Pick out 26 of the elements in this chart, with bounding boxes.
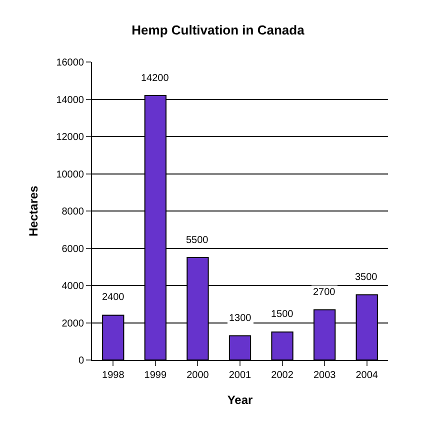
x-tick-label: 2000: [186, 370, 210, 381]
chart-title: Hemp Cultivation in Canada: [132, 22, 306, 38]
x-tick-label: 2003: [313, 370, 336, 381]
data-label: 2700: [313, 287, 336, 298]
data-label: 5500: [186, 235, 209, 246]
y-tick-label: 10000: [56, 169, 84, 180]
x-tick-label: 2002: [271, 370, 294, 381]
y-tick-label: 12000: [56, 132, 84, 143]
data-label: 1300: [229, 313, 252, 324]
x-tick-label: 2001: [228, 370, 252, 381]
y-axis-title: Hectares: [26, 185, 40, 236]
y-tick-label: 0: [78, 356, 84, 366]
data-label: 14200: [141, 73, 170, 84]
x-tick-label: 2004: [356, 370, 378, 381]
y-tick-label: 16000: [56, 58, 84, 68]
y-tick-label: 4000: [62, 281, 84, 292]
y-tick-label: 8000: [62, 206, 84, 218]
y-tick-label: 14000: [56, 94, 84, 106]
y-tick-label: 2000: [62, 318, 84, 330]
x-tick-label: 1998: [102, 370, 125, 381]
data-label: 3500: [355, 272, 378, 283]
x-tick-label: 1999: [144, 370, 167, 381]
y-tick-label: 6000: [62, 244, 84, 255]
data-label: 2400: [102, 292, 125, 303]
x-axis-title: Year: [227, 392, 254, 407]
data-label: 1500: [271, 309, 294, 320]
